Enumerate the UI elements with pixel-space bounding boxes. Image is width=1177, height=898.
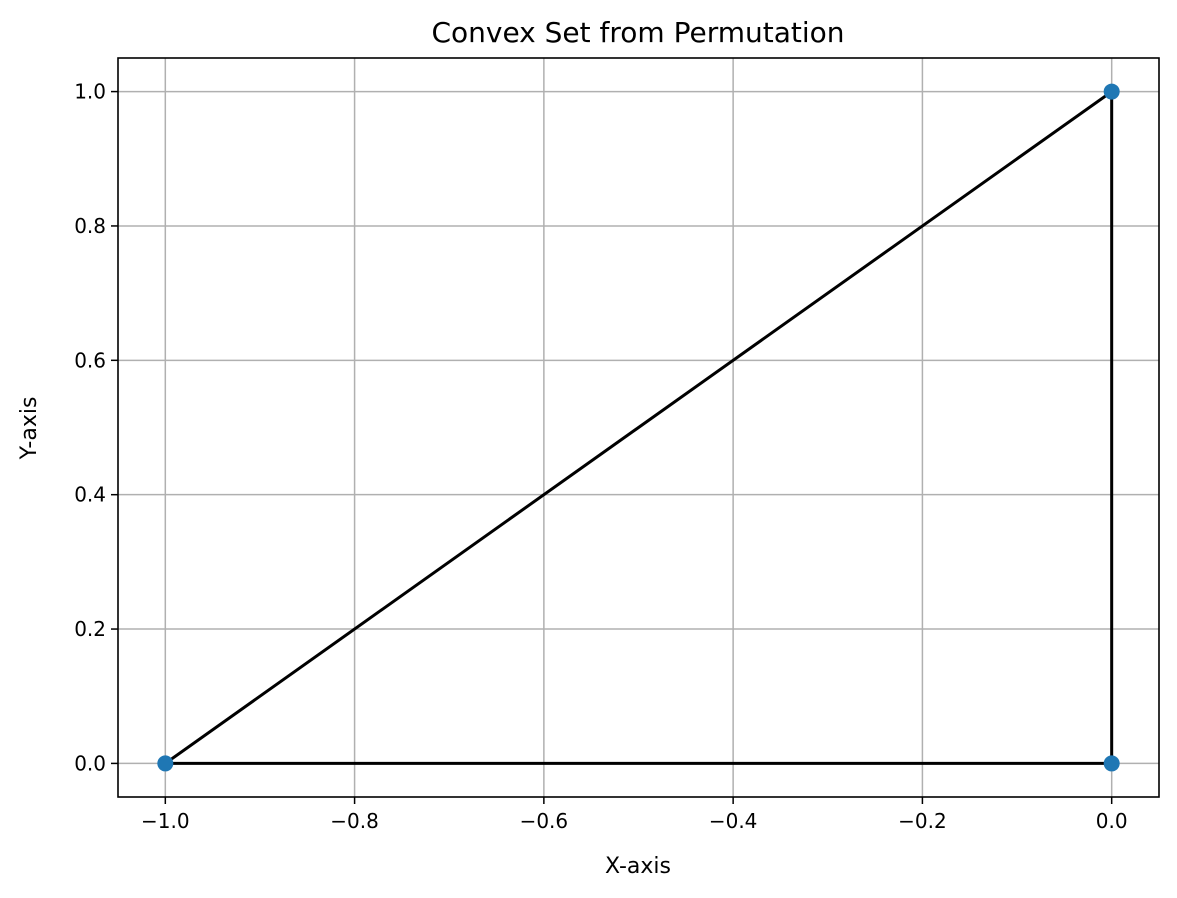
scatter-point [157, 755, 174, 772]
y-tick-label: 0.2 [74, 617, 106, 641]
scatter-point [1103, 83, 1120, 100]
hull-edge [163, 89, 1114, 766]
y-axis-label: Y-axis [17, 397, 42, 461]
ticks-layer: −1.0 −0.8 −0.6 −0.4 −0.2 0.0 0.0 0.2 0.4 0.6 0.8 1.… [74, 80, 1127, 833]
hull-layer [163, 89, 1114, 766]
x-tick-label: −0.8 [330, 809, 379, 833]
y-tick-label: 0.8 [74, 214, 106, 238]
x-tick-label: −0.6 [520, 809, 569, 833]
y-tick-label: 0.0 [74, 751, 106, 775]
y-tick-label: 0.6 [74, 348, 106, 372]
x-tick-label: −0.4 [709, 809, 758, 833]
y-tick-label: 0.4 [74, 483, 106, 507]
y-tick-label: 1.0 [74, 80, 106, 104]
points-layer [157, 83, 1120, 772]
x-tick-label: 0.0 [1096, 809, 1128, 833]
x-axis-label: X-axis [605, 854, 671, 879]
chart-title: Convex Set from Permutation [431, 16, 844, 49]
x-tick-label: −1.0 [141, 809, 190, 833]
scatter-point [1103, 755, 1120, 772]
x-tick-label: −0.2 [898, 809, 947, 833]
plot-frame [117, 57, 1160, 798]
